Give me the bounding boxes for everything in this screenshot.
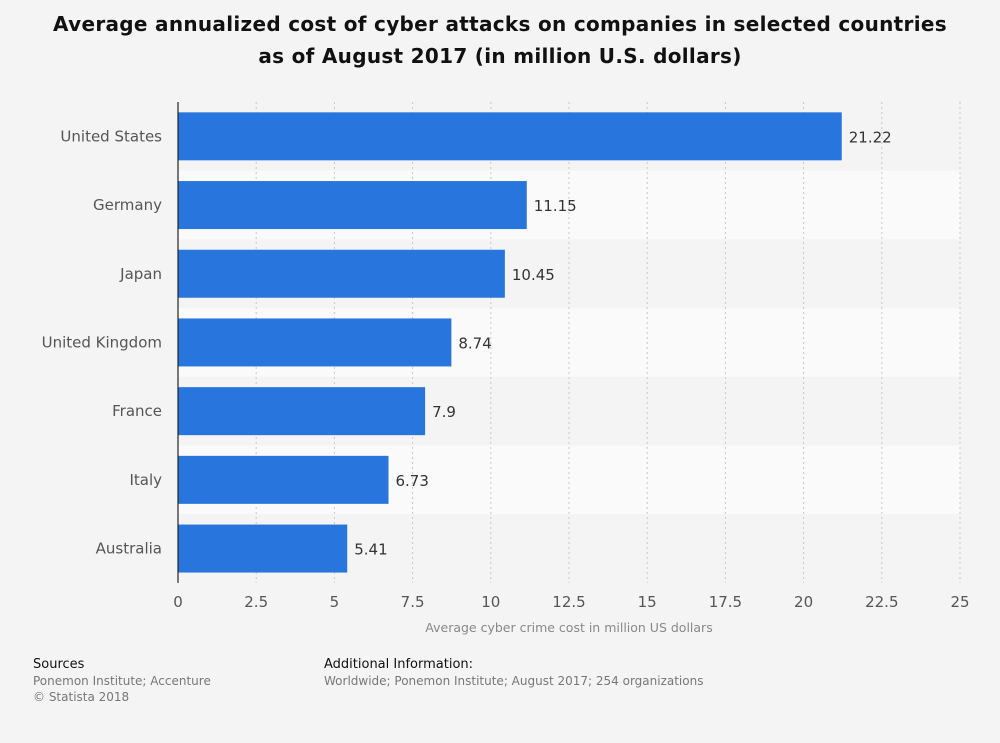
x-tick-label: 7.5: [401, 593, 425, 611]
sources-heading: Sources: [33, 657, 85, 672]
bar: [178, 112, 842, 161]
category-label: United States: [60, 127, 162, 145]
sources-line-1: Ponemon Institute; Accenture: [33, 674, 211, 688]
bar: [178, 318, 452, 367]
x-tick-label: 0: [173, 593, 183, 611]
category-label: Italy: [129, 471, 162, 489]
value-label: 6.73: [396, 472, 429, 490]
x-tick-label: 2.5: [244, 593, 268, 611]
x-tick-label: 12.5: [552, 593, 585, 611]
category-label: France: [112, 402, 162, 420]
value-label: 21.22: [849, 128, 892, 146]
chart-title: Average annualized cost of cyber attacks…: [53, 12, 947, 68]
value-label: 11.15: [534, 197, 577, 215]
bar-chart: United States 21.22 Germany 11.15 Japan 10.45…: [42, 102, 970, 635]
x-tick-label: 5: [330, 593, 340, 611]
x-tick-label: 22.5: [865, 593, 898, 611]
value-label: 7.9: [432, 403, 456, 421]
x-tick-label: 20: [794, 593, 813, 611]
category-label: United Kingdom: [42, 333, 162, 351]
bar: [178, 455, 389, 504]
x-tick-label: 17.5: [709, 593, 742, 611]
value-label: 10.45: [512, 266, 555, 284]
bar: [178, 524, 348, 573]
sources-block: Sources Ponemon Institute; Accenture © S…: [33, 657, 211, 705]
additional-info-heading: Additional Information:: [324, 657, 474, 672]
x-axis-title: Average cyber crime cost in million US d…: [425, 620, 712, 635]
x-tick-label: 10: [481, 593, 500, 611]
additional-info-block: Additional Information: Worldwide; Ponem…: [324, 657, 703, 689]
x-tick-label: 25: [950, 593, 969, 611]
bar: [178, 387, 426, 436]
value-label: 8.74: [458, 334, 491, 352]
category-label: Australia: [96, 540, 162, 558]
bar: [178, 249, 505, 298]
bar: [178, 181, 527, 230]
sources-line-2: © Statista 2018: [33, 690, 130, 704]
category-label: Japan: [119, 265, 162, 283]
category-label: Germany: [93, 196, 162, 214]
additional-info-text: Worldwide; Ponemon Institute; August 201…: [324, 674, 704, 688]
value-label: 5.41: [354, 541, 387, 559]
x-tick-label: 15: [638, 593, 657, 611]
